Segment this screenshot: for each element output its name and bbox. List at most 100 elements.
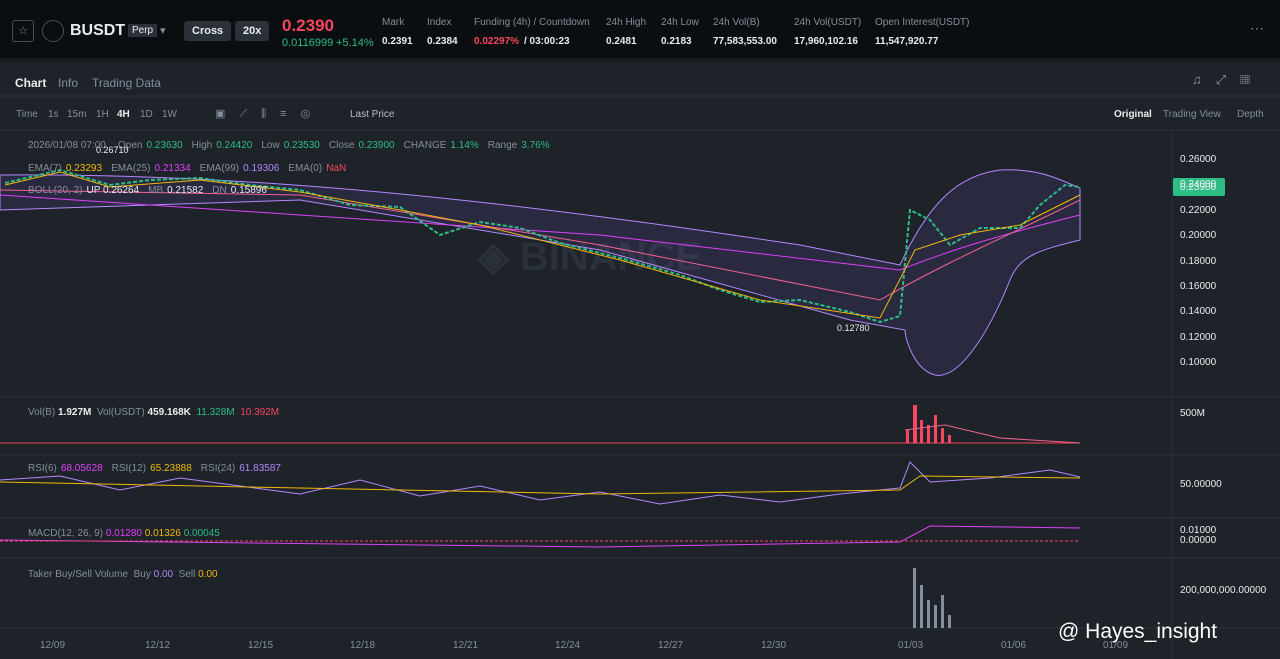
date-tick: 12/24 <box>555 640 581 651</box>
interval[interactable]: 15m <box>67 109 87 120</box>
interval[interactable]: 1s <box>48 109 59 120</box>
icons[interactable]: ♫⤢▦ <box>1192 72 1265 87</box>
current-price: 0.23900 <box>1180 182 1217 193</box>
label: DN <box>212 185 227 196</box>
margin[interactable]: Cross <box>184 21 232 41</box>
stat-value: 77,583,553.00 <box>713 36 777 47</box>
price-candles <box>4 168 1081 324</box>
ema-line <box>0 189 1081 301</box>
change-pct: +5.14% <box>336 37 374 49</box>
value: 1.927M <box>58 407 92 418</box>
label: Close <box>328 140 355 151</box>
value: 0.15896 <box>230 185 267 196</box>
label: EMA(0) <box>288 163 323 174</box>
value: 0.00 <box>153 569 174 580</box>
boll-mid <box>0 194 1081 271</box>
taker-bars <box>913 568 951 628</box>
value: NaN <box>326 163 347 174</box>
label: Taker Buy/Sell Volume <box>28 569 129 580</box>
value: 61.83587 <box>239 463 281 474</box>
dropdown[interactable]: ▾ <box>160 25 166 37</box>
tools[interactable]: ▣⟋⫼≡◎ <box>215 108 325 120</box>
value: 0.21582 <box>167 185 204 196</box>
date-tick: 12/15 <box>248 640 274 651</box>
value: 10.392M <box>240 407 280 418</box>
price-tick: 0.14000 <box>1180 306 1217 318</box>
value: 11.328M <box>196 407 235 418</box>
symbol[interactable]: BUSDT <box>70 22 126 39</box>
stat-label: Mark <box>382 17 405 28</box>
date-tick: 12/27 <box>658 640 684 651</box>
value: 3.76% <box>521 140 550 151</box>
ohlc-time: 2026/01/08 07:00 <box>28 140 106 151</box>
current-price-tag <box>1173 178 1225 196</box>
watermark: @ Hayes_insight <box>1058 620 1218 643</box>
stat-label: 24h Vol(B) <box>713 17 760 28</box>
interval[interactable]: Time <box>16 109 38 120</box>
stat-label: Open Interest(USDT) <box>875 17 970 28</box>
label: RSI(12) <box>111 463 147 474</box>
price-type[interactable]: Last Price <box>350 109 395 120</box>
interval[interactable]: 4H <box>117 109 130 120</box>
label: EMA(99) <box>199 163 240 174</box>
price-tick: 0.10000 <box>1180 357 1217 369</box>
interval[interactable]: 1W <box>162 109 177 120</box>
interval[interactable]: 1H <box>96 109 109 120</box>
leverage[interactable]: 20x <box>235 21 270 41</box>
ohlc: Open 0.23630 High 0.24420 Low 0.23530 Close 0.2… <box>118 140 559 151</box>
label: Vol(USDT) <box>96 407 145 418</box>
date-tick: 12/30 <box>761 640 787 651</box>
axis-label: 50.00000 <box>1180 479 1222 490</box>
value: 65.23888 <box>150 463 192 474</box>
label: BOLL(20, 2) <box>28 185 83 196</box>
view[interactable]: Depth <box>1237 109 1264 120</box>
label: Vol(B) <box>28 407 56 418</box>
view[interactable]: Original <box>1114 109 1152 120</box>
price-tick: 0.24000 <box>1180 179 1217 191</box>
axis-label: 0.01000 <box>1180 525 1217 536</box>
label: Buy <box>133 569 151 580</box>
value: 1.14% <box>450 140 479 151</box>
date-tick: 01/06 <box>1001 640 1027 651</box>
interval[interactable]: 1D <box>140 109 153 120</box>
label: CHANGE <box>403 140 447 151</box>
chart-area <box>0 62 1280 659</box>
stat-label: Funding (4h) / Countdown <box>474 17 590 28</box>
value: 0.23530 <box>283 140 320 151</box>
axis-label: 200,000,000.00000 <box>1180 585 1267 596</box>
value: 0.23293 <box>65 163 103 174</box>
stat-value: 0.02297% <box>474 36 520 47</box>
price-tick: 0.18000 <box>1180 255 1217 267</box>
tab[interactable]: Chart <box>15 76 47 90</box>
stat-label: Index <box>427 17 452 28</box>
date-tick: 12/21 <box>453 640 479 651</box>
value: 0.24420 <box>216 140 253 151</box>
favorite[interactable]: ☆ <box>12 20 34 42</box>
macd-line <box>0 525 1081 548</box>
rsi-slow <box>0 475 1081 495</box>
stat-extra: / 03:00:23 <box>524 36 570 47</box>
date-tick: 01/09 <box>1103 640 1129 651</box>
tab[interactable]: Info <box>58 76 79 90</box>
stat-value: 17,960,102.16 <box>794 36 858 47</box>
label: Sell <box>178 569 196 580</box>
value: 0.23900 <box>358 140 395 151</box>
ema7-line <box>4 171 1081 319</box>
view[interactable]: Trading View <box>1163 109 1221 120</box>
tab[interactable]: Trading Data <box>92 76 161 90</box>
value: 459.168K <box>147 407 191 418</box>
label: High <box>191 140 213 151</box>
change: 0.0116999 <box>282 37 334 49</box>
value: 0.23630 <box>146 140 183 151</box>
value: UP 0.26264 <box>86 185 140 196</box>
volume-bars <box>906 405 951 443</box>
more[interactable]: ⋯ <box>1250 20 1264 36</box>
high-mark: 0.26710 <box>96 145 129 155</box>
ema-legend: EMA(7) 0.23293 EMA(25) 0.21334 EMA(99) 0.1930… <box>28 163 355 174</box>
tag: Perp <box>128 24 158 37</box>
stat-value: 0.2183 <box>661 36 692 47</box>
price-tick: 0.16000 <box>1180 281 1217 292</box>
value: 0.01280 <box>105 528 142 539</box>
label: MACD(12, 26, 9) <box>28 528 104 539</box>
label: EMA(7) <box>28 163 62 174</box>
